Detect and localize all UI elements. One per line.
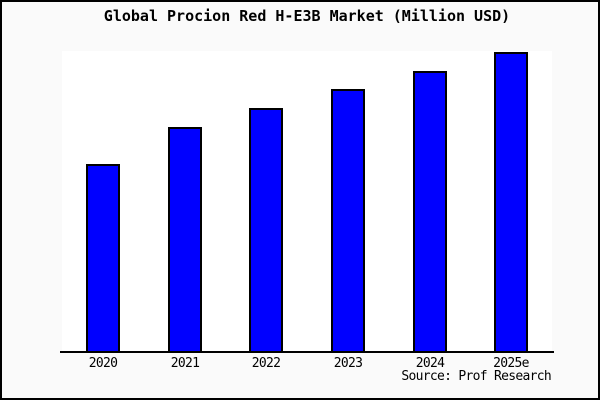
x-axis-line xyxy=(60,351,554,353)
x-tick-label-2023: 2023 xyxy=(333,356,363,371)
chart-title: Global Procion Red H-E3B Market (Million… xyxy=(103,7,511,25)
x-tick-label-2024: 2024 xyxy=(415,356,445,371)
source-credit: Source: Prof Research xyxy=(401,369,551,384)
bar-2020 xyxy=(86,164,120,353)
bar-2023 xyxy=(331,89,365,353)
bar-2021 xyxy=(168,127,202,353)
bar-2022 xyxy=(249,108,283,353)
x-tick-label-2025e: 2025e xyxy=(493,356,529,371)
bar-2024 xyxy=(413,71,447,353)
x-tick-label-2022: 2022 xyxy=(251,356,281,371)
plot-area xyxy=(62,51,552,353)
x-tick-label-2020: 2020 xyxy=(88,356,118,371)
bar-2025e xyxy=(494,52,528,353)
x-tick-label-2021: 2021 xyxy=(170,356,200,371)
